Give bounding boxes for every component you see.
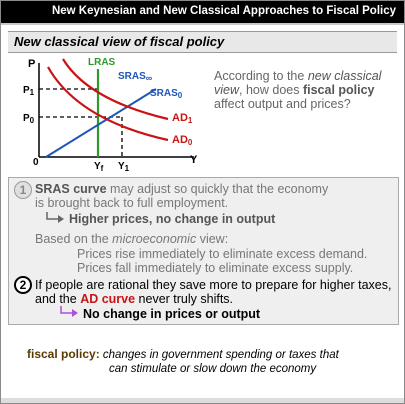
yf-label: Yf bbox=[94, 161, 104, 173]
ad0-label: AD0 bbox=[172, 134, 193, 147]
glossary-line-1: fiscal policy: changes in government spe… bbox=[27, 347, 387, 362]
y-axis-label: P bbox=[28, 58, 35, 70]
point-2-badge: 2 bbox=[14, 276, 32, 294]
section-title: New classical view of fiscal policy bbox=[8, 31, 397, 53]
point-1-result: Higher prices, no change in output bbox=[69, 212, 276, 226]
section-title-text: New classical view of fiscal policy bbox=[14, 34, 225, 49]
question-strong: fiscal policy bbox=[302, 83, 375, 97]
x-axis-label: Y bbox=[190, 154, 198, 166]
ad1-curve bbox=[62, 58, 169, 121]
sras0-label: SRAS0 bbox=[150, 88, 183, 100]
lras-label: LRAS bbox=[88, 57, 116, 68]
glossary-term: fiscal policy: bbox=[27, 347, 100, 361]
question-em: new classical view bbox=[214, 69, 382, 97]
glossary-line-2: can stimulate or slow down the economy bbox=[27, 362, 387, 376]
point-1-badge: 1 bbox=[14, 181, 32, 199]
explanation-box: 1 SRAS curve may adjust so quickly that … bbox=[8, 177, 399, 325]
point-1-rise: Prices rise immediately to eliminate exc… bbox=[77, 247, 368, 261]
ad0-curve bbox=[47, 66, 169, 142]
question-mid: , how does bbox=[239, 83, 303, 97]
question-pre: According to the bbox=[214, 69, 308, 83]
glossary: fiscal policy: changes in government spe… bbox=[27, 347, 387, 376]
ad1-label: AD1 bbox=[172, 112, 193, 125]
bottom-bar bbox=[1, 398, 404, 403]
point-1-arrow-icon bbox=[46, 212, 64, 223]
header-underline bbox=[1, 23, 404, 25]
fiscal-policy-graph: P Y 0 LRAS SRAS0 SRAS∞ AD1 AD0 P1 P0 Yf … bbox=[23, 57, 198, 173]
p0-label: P0 bbox=[23, 113, 35, 125]
y1-label: Y1 bbox=[118, 161, 130, 173]
point-1-fall: Prices fall immediately to eliminate exc… bbox=[77, 261, 354, 275]
glossary-def-2: can stimulate or slow down the economy bbox=[109, 363, 317, 375]
point-1-line-2: is brought back to full employment. bbox=[35, 196, 229, 210]
sras0-line bbox=[45, 88, 157, 158]
sras-inf-label: SRAS∞ bbox=[118, 71, 153, 83]
glossary-def-1: changes in government spending or taxes … bbox=[102, 349, 339, 361]
point-1-line-1: SRAS curve may adjust so quickly that th… bbox=[35, 182, 329, 196]
point-2-result: No change in prices or output bbox=[83, 307, 261, 321]
header-bar: New Keynesian and New Classical Approach… bbox=[1, 1, 404, 23]
point-1-basis: Based on the microeconomic view: bbox=[35, 232, 229, 246]
question-post: affect output and prices? bbox=[214, 97, 351, 111]
origin-label: 0 bbox=[33, 157, 39, 168]
question-text: According to the new classical view, how… bbox=[214, 69, 394, 111]
point-2-arrow-icon bbox=[60, 306, 78, 317]
p1-label: P1 bbox=[23, 85, 35, 97]
point-2-line-1: If people are rational they save more to… bbox=[35, 278, 392, 292]
header-title: New Keynesian and New Classical Approach… bbox=[51, 5, 396, 17]
point-2-line-2: and the AD curve never truly shifts. bbox=[35, 292, 234, 306]
